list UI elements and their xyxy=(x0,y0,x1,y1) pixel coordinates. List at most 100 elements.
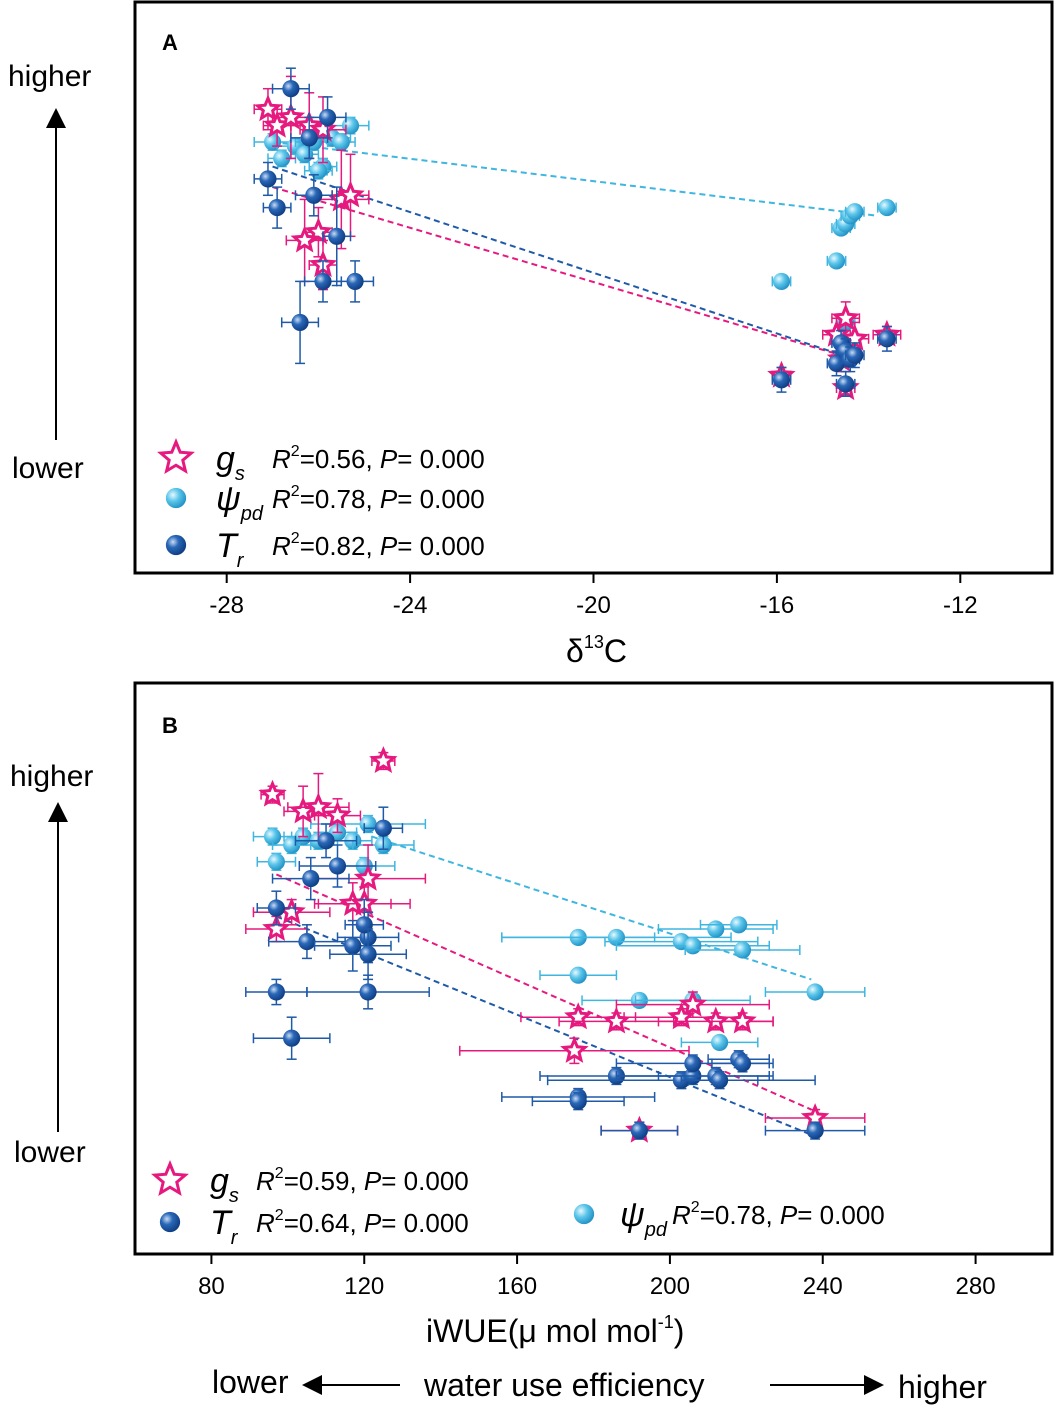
svg-text:gs: gs xyxy=(210,1162,239,1207)
data-point-tr xyxy=(280,280,320,365)
panel-a-points xyxy=(253,67,902,401)
data-point-tr xyxy=(308,96,347,139)
marker-psi xyxy=(569,966,587,984)
marker-tr xyxy=(328,227,346,245)
marker-tr xyxy=(772,371,791,389)
data-point-tr xyxy=(771,366,792,393)
data-point-tr xyxy=(298,844,377,888)
data-point-tr xyxy=(844,342,865,369)
panel-a-fit-lines xyxy=(272,141,878,361)
panel-a-x-ticks: -28 -24 -20 -16 -12 xyxy=(209,573,978,619)
marker-psi xyxy=(359,815,377,833)
legend-tr: Tr R2=0.64, P= 0.000 xyxy=(159,1204,469,1249)
data-point-psi xyxy=(764,983,866,1001)
data-point-psi xyxy=(771,272,792,290)
marker-tr xyxy=(837,375,855,393)
marker-psi xyxy=(772,272,791,290)
marker-tr xyxy=(569,1092,587,1110)
data-point-gs xyxy=(331,153,370,238)
marker-gs xyxy=(678,989,708,1017)
marker-gs xyxy=(290,225,319,253)
data-point-tr xyxy=(680,1071,759,1090)
fit-line-gs xyxy=(275,873,812,1111)
marker-psi xyxy=(711,1033,729,1051)
panel-b-letter: B xyxy=(162,713,178,738)
marker-psi xyxy=(341,117,360,135)
svg-text:Tr: Tr xyxy=(210,1204,239,1249)
svg-text:R2=0.59, P= 0.000: R2=0.59, P= 0.000 xyxy=(256,1165,469,1196)
marker-psi xyxy=(878,199,896,217)
marker-tr xyxy=(267,899,285,917)
svg-text:ψpd: ψpd xyxy=(620,1196,668,1241)
marker-tr xyxy=(711,1071,729,1089)
marker-tr xyxy=(283,1029,301,1047)
svg-text:R2=0.56, P= 0.000: R2=0.56, P= 0.000 xyxy=(272,443,485,474)
marker-tr xyxy=(630,1122,648,1140)
marker-psi xyxy=(730,916,748,934)
marker-psi xyxy=(309,162,327,180)
panel-a-legend: gs R2=0.56, P= 0.000 ψpd R2=0.78, P= 0.0… xyxy=(157,438,485,572)
data-point-gs xyxy=(258,779,287,807)
panel-a-ylabel-low: lower xyxy=(12,452,84,485)
data-point-tr xyxy=(835,370,856,397)
footer-lower: lower xyxy=(212,1364,289,1400)
marker-tr xyxy=(846,346,864,364)
fit-line-tr xyxy=(275,915,812,1136)
panel-a: A higher lower -28 -24 -20 -16 -12 δ13C gs R… xyxy=(8,0,1054,669)
marker-gs xyxy=(602,1006,631,1034)
data-point-tr xyxy=(531,1092,625,1111)
panel-b: B higher lower 80 120 160 200 240 280 iWUE(μ … xyxy=(10,681,1054,1349)
panel-b-points xyxy=(245,746,866,1143)
data-point-tr xyxy=(313,919,392,972)
svg-text:ψpd: ψpd xyxy=(216,480,264,525)
panel-b-x-ticks: 80 120 160 200 240 280 xyxy=(198,1254,996,1300)
marker-tr xyxy=(684,1054,702,1072)
data-point-psi xyxy=(826,252,847,270)
x-tick-label: 240 xyxy=(803,1273,843,1300)
marker-tr xyxy=(300,129,318,147)
data-point-tr xyxy=(290,116,329,160)
marker-psi xyxy=(263,828,282,846)
marker-tr xyxy=(806,1122,824,1140)
legend-psi: ψpd R2=0.78, P= 0.000 xyxy=(573,1196,885,1241)
data-point-psi xyxy=(877,199,897,217)
x-tick-label: -28 xyxy=(209,592,244,619)
marker-tr xyxy=(374,819,392,837)
legend-marker-tr xyxy=(159,1211,181,1233)
data-point-tr xyxy=(329,928,408,981)
marker-gs xyxy=(258,779,287,807)
panel-a-letter: A xyxy=(162,30,178,55)
marker-psi xyxy=(263,133,282,151)
x-tick-label: -24 xyxy=(393,592,428,619)
panel-b-legend: gs R2=0.59, P= 0.000 Tr R2=0.64, P= 0.00… xyxy=(151,1160,885,1249)
svg-text:R2=0.78, P= 0.000: R2=0.78, P= 0.000 xyxy=(272,483,485,514)
legend-marker-tr xyxy=(165,534,187,556)
data-point-tr xyxy=(764,1121,866,1140)
marker-tr xyxy=(268,199,286,217)
marker-psi xyxy=(273,149,291,167)
panel-b-ylabel-low: lower xyxy=(14,1136,86,1169)
footer-higher: higher xyxy=(898,1369,987,1405)
legend-tr: Tr R2=0.82, P= 0.000 xyxy=(165,527,485,572)
legend-gs: gs R2=0.59, P= 0.000 xyxy=(151,1160,469,1207)
marker-tr xyxy=(359,983,377,1001)
data-point-tr xyxy=(303,260,343,303)
data-point-psi xyxy=(699,916,778,934)
legend-psi: ψpd R2=0.78, P= 0.000 xyxy=(165,480,485,525)
svg-text:R2=0.64, P= 0.000: R2=0.64, P= 0.000 xyxy=(256,1207,469,1238)
data-point-psi xyxy=(657,920,774,938)
fit-line-psi xyxy=(272,141,878,217)
marker-gs xyxy=(369,746,398,774)
data-point-gs xyxy=(313,798,362,834)
marker-gs xyxy=(701,1006,730,1034)
marker-tr xyxy=(733,1054,752,1072)
marker-psi xyxy=(332,133,350,151)
data-point-psi xyxy=(326,133,356,151)
x-tick-label: 200 xyxy=(650,1273,690,1300)
marker-psi xyxy=(707,920,725,938)
data-point-gs xyxy=(310,844,427,913)
x-tick-label: 280 xyxy=(956,1273,996,1300)
x-tick-label: 80 xyxy=(198,1273,225,1300)
marker-gs xyxy=(304,792,333,820)
